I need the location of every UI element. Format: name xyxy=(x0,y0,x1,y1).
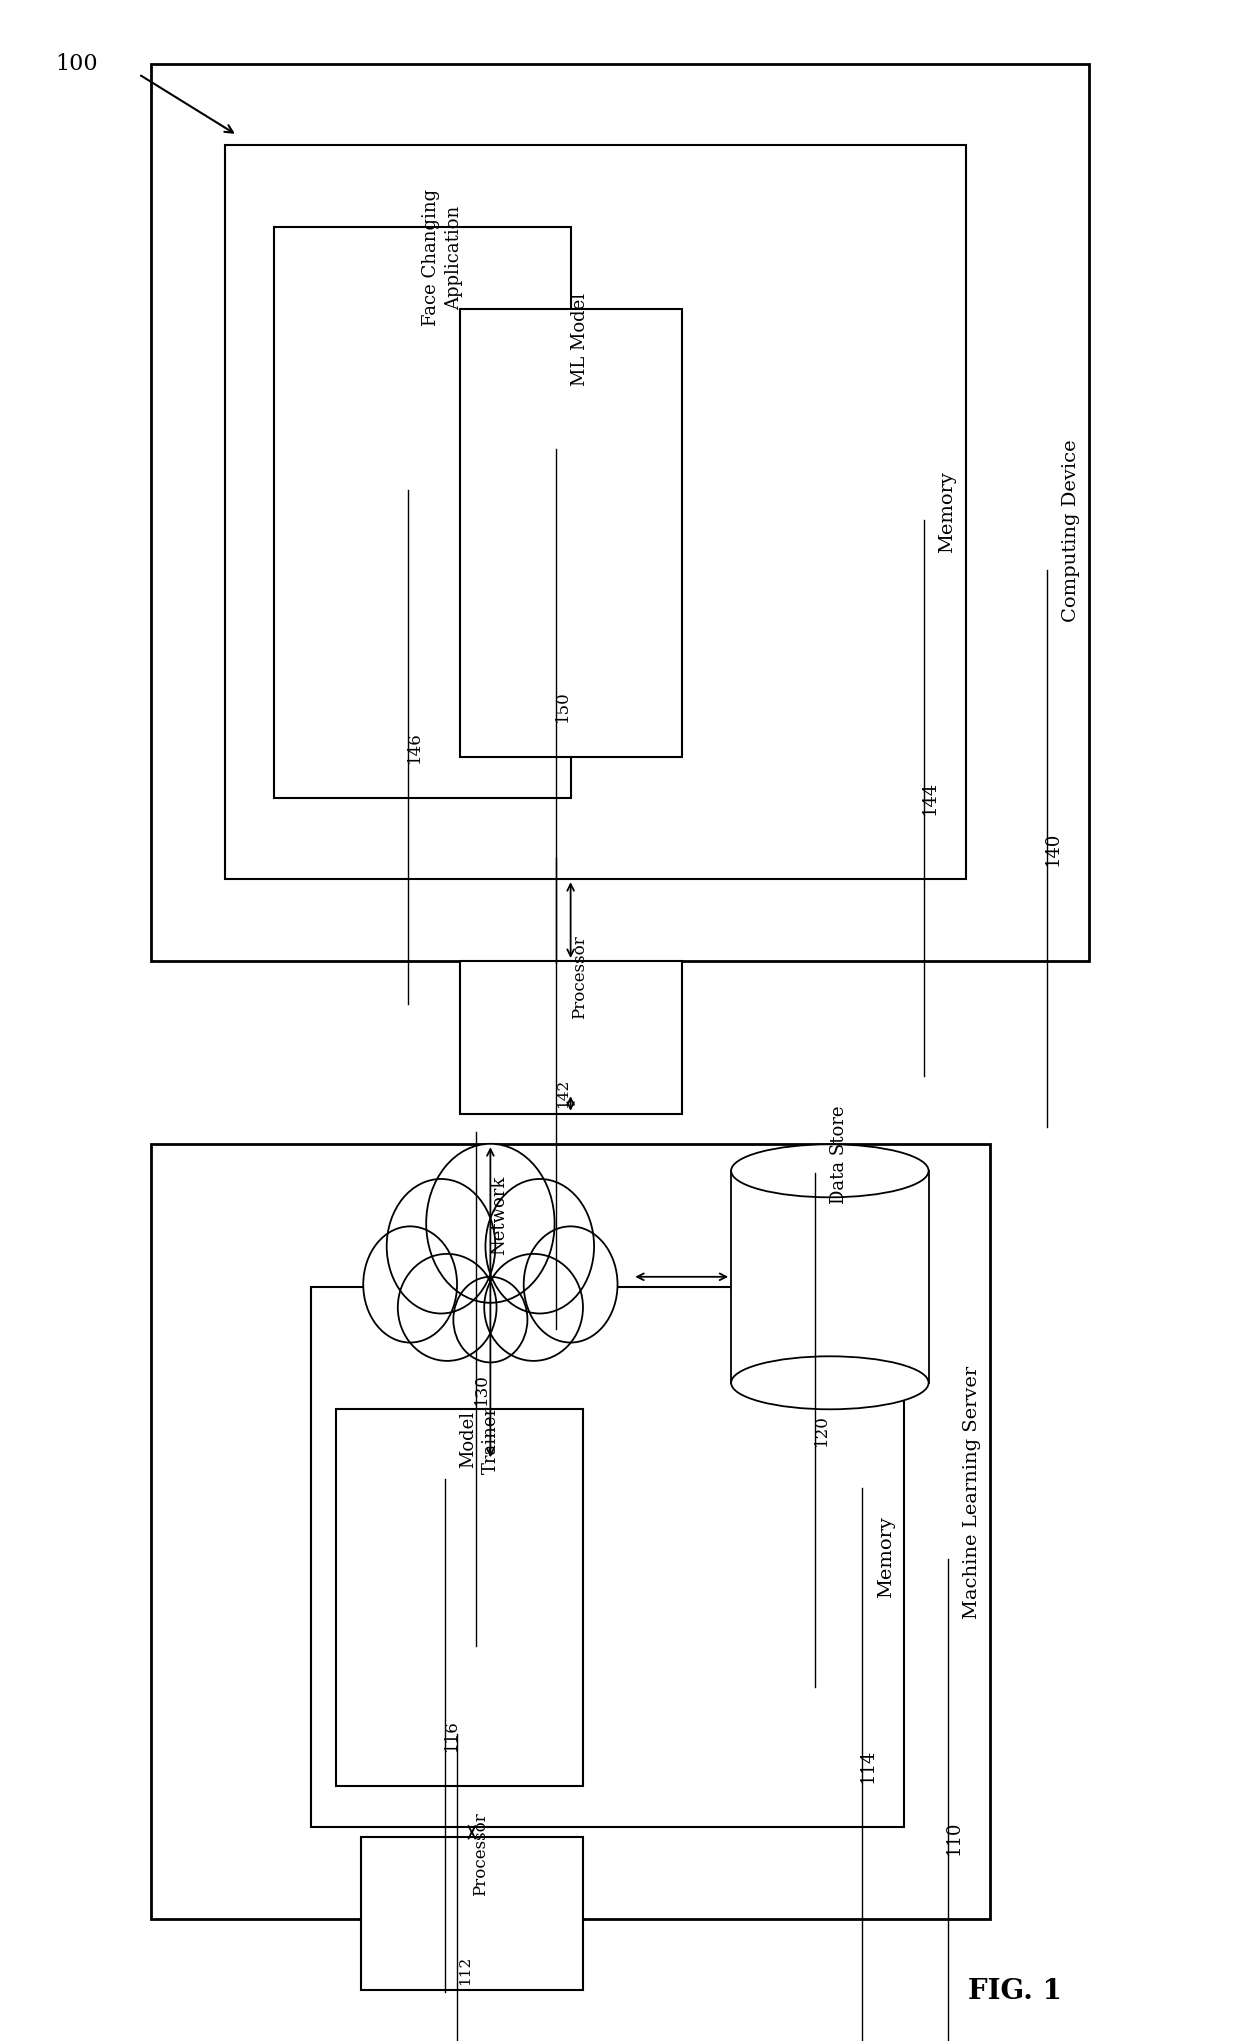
Bar xyxy=(732,1171,929,1384)
Text: Machine Learning Server: Machine Learning Server xyxy=(963,1365,981,1619)
Ellipse shape xyxy=(484,1253,583,1361)
Ellipse shape xyxy=(732,1145,929,1198)
Bar xyxy=(151,1145,991,1919)
Text: 114: 114 xyxy=(859,1750,877,1782)
Text: 150: 150 xyxy=(553,691,570,722)
Text: 100: 100 xyxy=(56,53,98,76)
Bar xyxy=(274,227,570,797)
Text: 110: 110 xyxy=(945,1819,963,1854)
Bar xyxy=(460,961,682,1114)
Ellipse shape xyxy=(387,1179,495,1314)
Ellipse shape xyxy=(485,1179,594,1314)
Text: Model
Trainer: Model Trainer xyxy=(460,1406,500,1474)
Text: Face Changing
Application: Face Changing Application xyxy=(423,188,463,327)
Text: Memory: Memory xyxy=(877,1517,895,1598)
Bar xyxy=(460,309,682,756)
Bar xyxy=(361,1838,583,1991)
Text: 146: 146 xyxy=(405,732,423,762)
Ellipse shape xyxy=(454,1278,527,1363)
Text: Memory: Memory xyxy=(939,472,956,554)
Text: 120: 120 xyxy=(813,1414,830,1445)
Text: Computing Device: Computing Device xyxy=(1061,439,1080,621)
Text: Processor: Processor xyxy=(570,936,588,1020)
Text: ML Model: ML Model xyxy=(570,292,589,386)
Ellipse shape xyxy=(427,1145,554,1302)
Text: 140: 140 xyxy=(1044,832,1061,867)
Text: 116: 116 xyxy=(443,1719,460,1752)
Ellipse shape xyxy=(732,1357,929,1408)
Text: 144: 144 xyxy=(920,781,939,816)
Ellipse shape xyxy=(398,1253,496,1361)
Bar xyxy=(311,1288,904,1827)
Ellipse shape xyxy=(523,1226,618,1343)
Text: Network: Network xyxy=(490,1175,508,1255)
Text: 130: 130 xyxy=(474,1374,490,1404)
Bar xyxy=(336,1408,583,1786)
Text: Data Store: Data Store xyxy=(830,1106,848,1204)
Text: Processor: Processor xyxy=(472,1811,489,1895)
Text: 112: 112 xyxy=(458,1956,472,1985)
Text: 142: 142 xyxy=(557,1079,570,1108)
Bar xyxy=(151,63,1089,961)
Ellipse shape xyxy=(363,1226,458,1343)
Text: FIG. 1: FIG. 1 xyxy=(968,1977,1061,2005)
Bar xyxy=(224,145,966,879)
